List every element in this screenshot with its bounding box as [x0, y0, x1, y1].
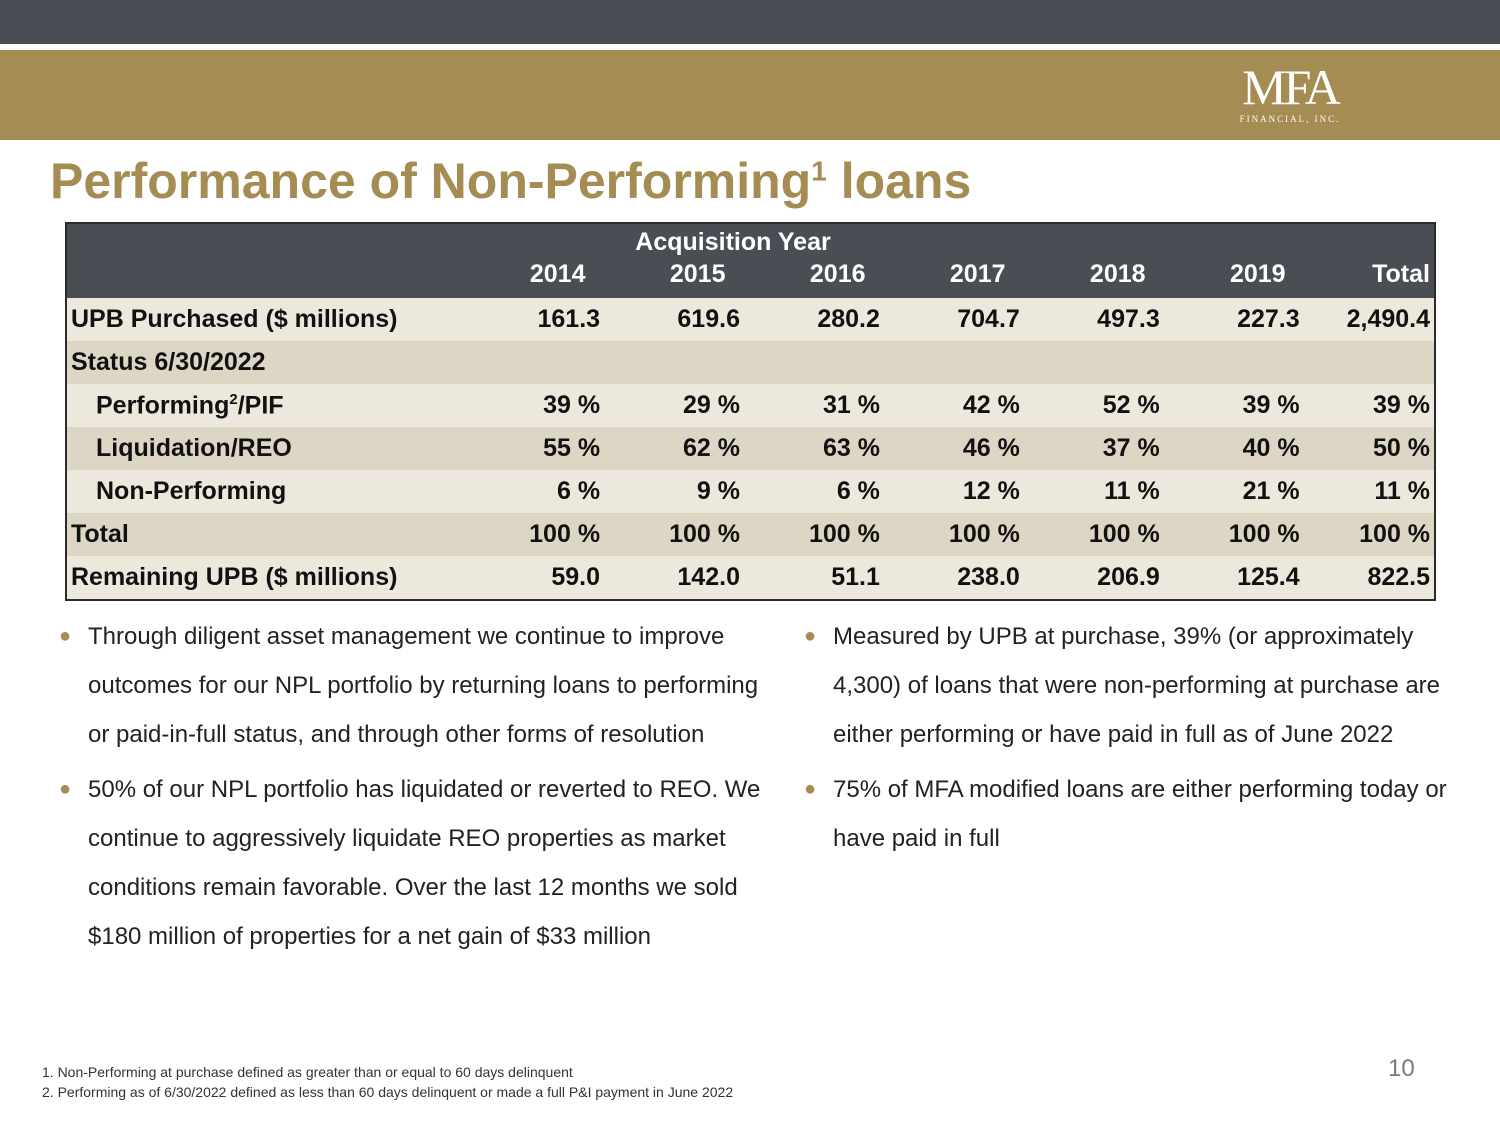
top-bar	[0, 0, 1500, 44]
table-cell: 51.1	[831, 563, 880, 591]
table-cell: 39 %	[1373, 391, 1430, 419]
row-label: UPB Purchased ($ millions)	[71, 305, 398, 333]
title-footnote-mark: 1	[811, 155, 827, 187]
column-header: 2016	[809, 260, 866, 288]
row-label: Status 6/30/2022	[71, 348, 266, 376]
table-header: Acquisition Year 2014 2015 2016 2017 201…	[67, 224, 1434, 298]
table-cell: 52 %	[1102, 391, 1160, 419]
table-row: Non-Performing 6 % 9 % 6 % 12 % 11 % 21 …	[67, 470, 1434, 513]
table-cell: 280.2	[817, 305, 880, 333]
table-cell: 12 %	[962, 477, 1020, 505]
column-header: 2018	[1089, 260, 1146, 288]
title-suffix: loans	[826, 153, 972, 209]
table-row: UPB Purchased ($ millions) 161.3 619.6 2…	[67, 298, 1434, 341]
table-cell: 497.3	[1097, 305, 1160, 333]
table-cell: 100 %	[948, 520, 1020, 548]
footnotes: 1. Non-Performing at purchase defined as…	[42, 1062, 733, 1102]
bullet-text: 50% of our NPL portfolio has liquidated …	[88, 776, 761, 950]
table-cell: 62 %	[683, 434, 741, 462]
row-label-suffix: /PIF	[237, 391, 284, 420]
page-number: 10	[1388, 1055, 1415, 1082]
row-label: Performing2/PIF	[67, 391, 460, 420]
table-cell: 100 %	[1228, 520, 1300, 548]
mfa-logo: MFA FINANCIAL, INC.	[1215, 62, 1365, 124]
row-label-text: Performing	[96, 391, 230, 420]
bullet-dot-icon: ●	[804, 625, 817, 647]
bullet-text: 75% of MFA modified loans are either per…	[833, 776, 1447, 852]
footnote: 2. Performing as of 6/30/2022 defined as…	[42, 1084, 734, 1100]
table-cell: 822.5	[1367, 563, 1431, 591]
bullet-text: Measured by UPB at purchase, 39% (or app…	[833, 623, 1441, 748]
table-cell: 9 %	[696, 477, 741, 505]
page-title: Performance of Non-Performing1 loans	[50, 152, 971, 210]
table-cell: 238.0	[957, 563, 1020, 591]
row-label: Liquidation/REO	[96, 434, 292, 462]
column-header: 2019	[1229, 260, 1286, 288]
table-row: Remaining UPB ($ millions) 59.0 142.0 51…	[67, 556, 1434, 599]
bullet-item: ● Through diligent asset management we c…	[55, 612, 780, 759]
table-cell: 2,490.4	[1346, 305, 1431, 333]
table-caption: Acquisition Year	[635, 228, 831, 256]
table-cell: 619.6	[677, 305, 740, 333]
year-header-row: 2014 2015 2016 2017 2018 2019 Total	[67, 260, 1434, 289]
header-band	[0, 50, 1500, 140]
table-cell: 29 %	[683, 391, 741, 419]
table-row: Liquidation/REO 55 % 62 % 63 % 46 % 37 %…	[67, 427, 1434, 470]
npl-performance-table: Acquisition Year 2014 2015 2016 2017 201…	[65, 222, 1436, 601]
table-row: Performing2/PIF 39 % 29 % 31 % 42 % 52 %…	[67, 384, 1434, 427]
table-cell: 63 %	[822, 434, 880, 462]
table-cell: 50 %	[1373, 434, 1430, 462]
table-cell: 59.0	[551, 563, 601, 591]
table-row: Status 6/30/2022	[67, 341, 1434, 384]
bullet-item: ● 75% of MFA modified loans are either p…	[800, 765, 1450, 863]
table-cell: 100 %	[669, 520, 740, 548]
table-cell: 100 %	[529, 520, 601, 548]
table-cell: 42 %	[962, 391, 1020, 419]
table-cell: 704.7	[957, 305, 1020, 333]
table-cell: 31 %	[822, 391, 880, 419]
column-header: 2014	[529, 260, 586, 288]
top-divider	[0, 44, 1500, 50]
bullet-item: ● Measured by UPB at purchase, 39% (or a…	[800, 612, 1450, 759]
table-cell: 227.3	[1237, 305, 1300, 333]
bullets-right: ● Measured by UPB at purchase, 39% (or a…	[800, 612, 1450, 869]
table-cell: 46 %	[962, 434, 1020, 462]
column-header: 2017	[949, 260, 1006, 288]
table-cell: 39 %	[543, 391, 601, 419]
row-footnote-mark: 2	[229, 390, 238, 408]
bullet-dot-icon: ●	[59, 625, 72, 647]
table-cell: 100 %	[1088, 520, 1160, 548]
table-row: Total 100 % 100 % 100 % 100 % 100 % 100 …	[67, 513, 1434, 556]
table-cell: 55 %	[543, 434, 601, 462]
bullet-dot-icon: ●	[804, 778, 817, 800]
table-cell: 11 %	[1374, 477, 1430, 505]
logo-subtitle: FINANCIAL, INC.	[1239, 114, 1341, 124]
row-label: Remaining UPB ($ millions)	[71, 563, 398, 591]
table-cell: 100 %	[1359, 520, 1431, 548]
row-label: Total	[71, 520, 129, 548]
table-cell: 37 %	[1102, 434, 1160, 462]
table-cell: 161.3	[537, 305, 601, 333]
bullet-text: Through diligent asset management we con…	[88, 623, 759, 748]
footnote: 1. Non-Performing at purchase defined as…	[42, 1064, 573, 1080]
bullet-item: ● 50% of our NPL portfolio has liquidate…	[55, 765, 780, 961]
table-cell: 39 %	[1242, 391, 1300, 419]
table-cell: 21 %	[1242, 477, 1300, 505]
row-label: Non-Performing	[96, 477, 287, 505]
table-cell: 142.0	[677, 563, 740, 591]
bullets-left: ● Through diligent asset management we c…	[55, 612, 780, 967]
table-cell: 125.4	[1237, 563, 1300, 591]
logo-mark: MFA	[1242, 59, 1341, 115]
table-cell: 100 %	[809, 520, 880, 548]
table-cell: 206.9	[1097, 563, 1160, 591]
table-cell: 40 %	[1242, 434, 1300, 462]
table-cell: 11 %	[1104, 477, 1160, 505]
table-cell: 6 %	[836, 477, 880, 505]
title-text: Performance of Non-Performing	[50, 153, 812, 209]
bullet-dot-icon: ●	[59, 778, 72, 800]
table-cell: 6 %	[557, 477, 601, 505]
header-spacer	[67, 260, 445, 289]
column-header: Total	[1372, 260, 1430, 288]
column-header: 2015	[669, 260, 726, 288]
